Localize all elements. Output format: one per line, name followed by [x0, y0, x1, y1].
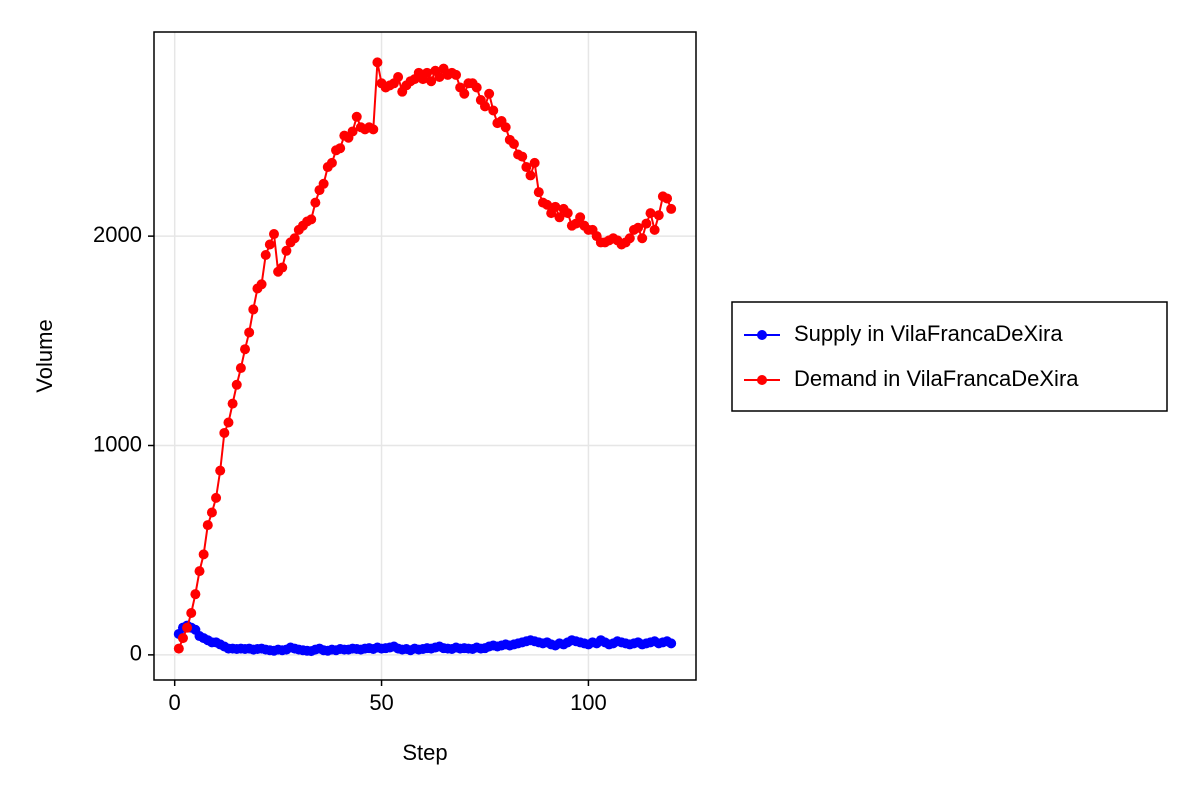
data-point	[256, 279, 267, 290]
data-point	[641, 218, 652, 229]
data-point	[211, 492, 222, 503]
y-tick-label: 0	[130, 641, 142, 666]
data-point	[223, 417, 234, 428]
data-point	[662, 193, 673, 204]
data-point	[562, 208, 573, 219]
data-point	[500, 122, 511, 133]
data-point	[624, 233, 635, 244]
data-point	[645, 208, 656, 219]
data-point	[542, 199, 553, 210]
data-point	[173, 643, 184, 654]
data-point	[231, 379, 242, 390]
data-point	[215, 465, 226, 476]
data-point	[393, 72, 404, 83]
data-point	[206, 507, 217, 518]
data-point	[488, 105, 499, 116]
data-point	[525, 170, 536, 181]
data-point	[508, 139, 519, 150]
data-point	[177, 633, 188, 644]
data-point	[521, 162, 532, 173]
data-point	[422, 67, 433, 78]
data-point	[529, 157, 540, 168]
data-point	[182, 622, 193, 633]
data-point	[268, 229, 279, 240]
legend-marker	[757, 330, 767, 340]
data-point	[484, 88, 495, 99]
legend-label: Supply in VilaFrancaDeXira	[794, 321, 1063, 346]
data-point	[434, 72, 445, 83]
x-axis-label: Step	[402, 740, 447, 765]
data-point	[554, 212, 565, 223]
data-point	[244, 327, 255, 338]
data-point	[240, 344, 251, 355]
data-point	[666, 638, 677, 649]
data-point	[260, 249, 271, 260]
data-point	[666, 203, 677, 214]
data-point	[264, 239, 275, 250]
data-point	[310, 197, 321, 208]
data-point	[289, 233, 300, 244]
data-point	[248, 304, 259, 315]
data-point	[550, 201, 561, 212]
data-point	[277, 262, 288, 273]
x-tick-label: 50	[369, 690, 393, 715]
legend-frame	[731, 301, 1168, 412]
data-point	[227, 398, 238, 409]
data-point	[351, 111, 362, 122]
data-point	[335, 143, 346, 154]
data-point	[649, 224, 660, 235]
data-point	[633, 222, 644, 233]
data-point	[202, 520, 213, 531]
data-point	[326, 157, 337, 168]
data-point	[306, 214, 317, 225]
y-axis-label: Volume	[32, 319, 57, 392]
data-point	[235, 363, 246, 374]
series-line	[177, 62, 673, 649]
data-point	[459, 88, 470, 99]
data-point	[318, 178, 329, 189]
plot-frame	[153, 31, 697, 681]
data-point	[194, 566, 205, 577]
data-point	[190, 589, 201, 600]
data-point	[368, 124, 379, 135]
data-point	[186, 608, 197, 619]
data-point	[653, 210, 664, 221]
data-point	[533, 187, 544, 198]
data-point	[219, 427, 230, 438]
legend-label: Demand in VilaFrancaDeXira	[794, 366, 1079, 391]
data-point	[426, 76, 437, 87]
legend-marker	[757, 375, 767, 385]
y-tick-label: 1000	[93, 431, 142, 456]
data-point	[451, 69, 462, 80]
data-point	[575, 212, 586, 223]
data-point	[372, 57, 383, 68]
x-tick-label: 0	[169, 690, 181, 715]
y-tick-label: 2000	[93, 222, 142, 247]
data-point	[471, 82, 482, 93]
data-point	[517, 151, 528, 162]
data-point	[637, 233, 648, 244]
data-point	[479, 101, 490, 112]
x-tick-label: 100	[570, 690, 607, 715]
data-point	[347, 126, 358, 137]
data-point	[281, 245, 292, 256]
data-point	[198, 549, 209, 560]
